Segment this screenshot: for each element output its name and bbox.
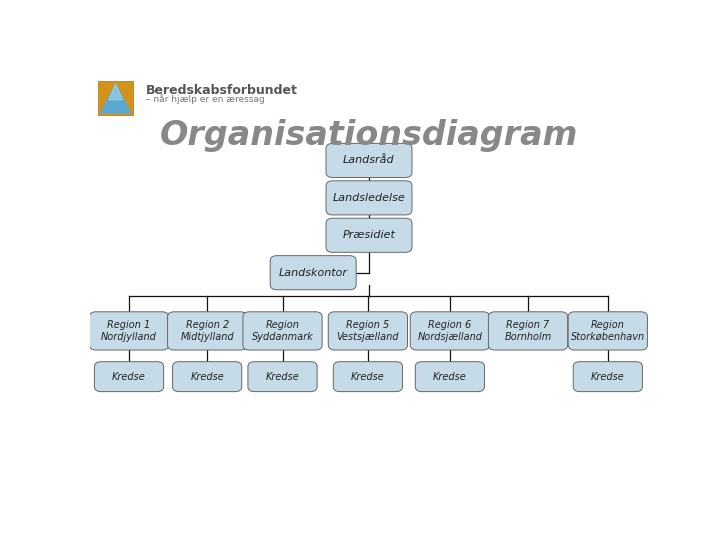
Text: Kredse: Kredse	[351, 372, 384, 382]
Polygon shape	[109, 84, 122, 100]
FancyBboxPatch shape	[410, 312, 490, 350]
Text: Region
Storkøbenhavn: Region Storkøbenhavn	[571, 320, 645, 342]
Text: Kredse: Kredse	[433, 372, 467, 382]
FancyBboxPatch shape	[270, 255, 356, 290]
FancyBboxPatch shape	[333, 362, 402, 392]
FancyBboxPatch shape	[415, 362, 485, 392]
Text: Region
Syddanmark: Region Syddanmark	[251, 320, 313, 342]
FancyBboxPatch shape	[568, 312, 647, 350]
FancyBboxPatch shape	[89, 312, 168, 350]
Text: Region 6
Nordsjælland: Region 6 Nordsjælland	[418, 320, 482, 342]
Text: Region 5
Vestsjælland: Region 5 Vestsjælland	[337, 320, 399, 342]
FancyBboxPatch shape	[173, 362, 242, 392]
FancyBboxPatch shape	[99, 82, 133, 114]
Text: Landskontor: Landskontor	[279, 268, 348, 278]
Text: Kredse: Kredse	[266, 372, 300, 382]
FancyBboxPatch shape	[326, 144, 412, 178]
FancyBboxPatch shape	[248, 362, 317, 392]
Text: Kredse: Kredse	[591, 372, 625, 382]
FancyBboxPatch shape	[168, 312, 247, 350]
Text: Landsråd: Landsråd	[343, 156, 395, 165]
Text: Præsidiet: Præsidiet	[343, 230, 395, 240]
FancyBboxPatch shape	[573, 362, 642, 392]
Text: Landsledelse: Landsledelse	[333, 193, 405, 203]
FancyBboxPatch shape	[94, 362, 163, 392]
FancyBboxPatch shape	[326, 181, 412, 215]
Text: Kredse: Kredse	[112, 372, 146, 382]
Text: – når hjælp er en æressag: – når hjælp er en æressag	[145, 94, 264, 104]
FancyBboxPatch shape	[243, 312, 322, 350]
FancyBboxPatch shape	[488, 312, 567, 350]
Polygon shape	[101, 84, 131, 113]
FancyBboxPatch shape	[326, 218, 412, 252]
Text: Kredse: Kredse	[190, 372, 224, 382]
FancyBboxPatch shape	[328, 312, 408, 350]
Text: Region 1
Nordjylland: Region 1 Nordjylland	[101, 320, 157, 342]
Text: Organisationsdiagram: Organisationsdiagram	[160, 119, 578, 152]
Text: Beredskabsforbundet: Beredskabsforbundet	[145, 84, 297, 97]
Text: Region 2
Midtjylland: Region 2 Midtjylland	[181, 320, 234, 342]
Text: Region 7
Bornholm: Region 7 Bornholm	[505, 320, 552, 342]
